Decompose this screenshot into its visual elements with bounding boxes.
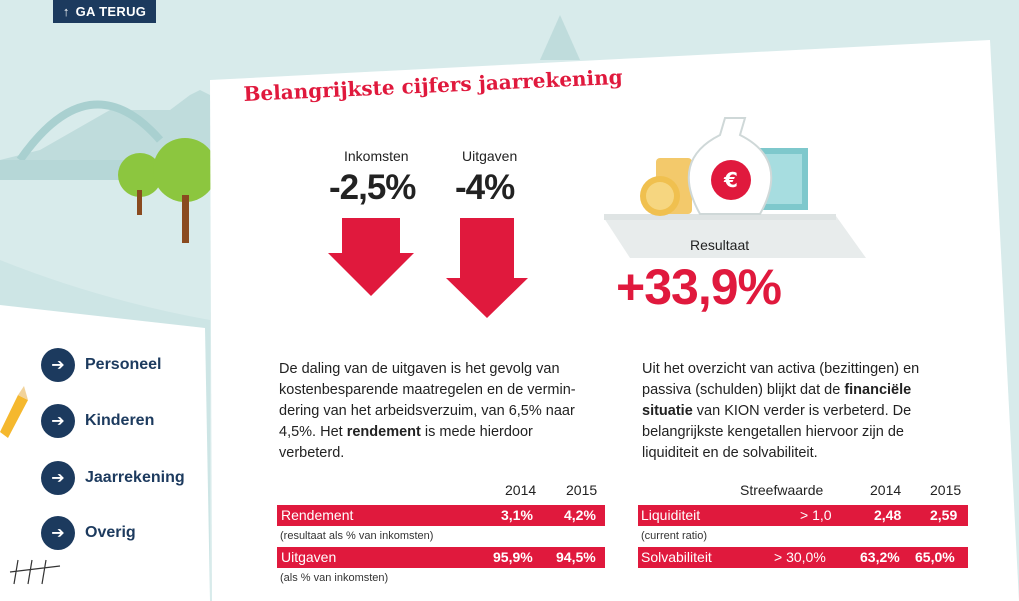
income-label: Inkomsten <box>344 148 409 164</box>
nav-label: Jaarrekening <box>85 469 185 486</box>
back-button[interactable]: ↑ GA TERUG <box>53 0 156 23</box>
table-right-col-target: Streefwaarde <box>740 482 824 498</box>
nav-label: Kinderen <box>85 412 155 429</box>
svg-text:€: € <box>723 168 738 192</box>
nav-item-personeel[interactable]: ➔ Personeel <box>41 348 161 382</box>
nav-label: Overig <box>85 524 136 541</box>
table-right-col-2014: 2014 <box>870 482 902 498</box>
back-button-label: GA TERUG <box>75 4 147 19</box>
nav-item-overig[interactable]: ➔ Overig <box>41 516 136 550</box>
nav-label: Personeel <box>85 356 162 373</box>
income-value: -2,5% <box>329 168 416 207</box>
table-right-col-2015: 2015 <box>930 482 962 498</box>
result-value: +33,9% <box>616 259 782 315</box>
arrow-up-icon: ↑ <box>62 4 70 19</box>
arrow-right-icon: ➔ <box>41 404 75 438</box>
table-left-col-2014: 2014 <box>505 482 537 498</box>
paragraph-left: De daling van de uitgaven is het gevolg … <box>279 361 576 461</box>
row-note: (resultaat als % van inkomsten) <box>280 530 434 542</box>
table-row: Uitgaven 95,9% 94,5% <box>277 547 605 568</box>
row-note: (current ratio) <box>641 530 708 542</box>
expenses-label: Uitgaven <box>462 148 518 164</box>
expenses-value: -4% <box>455 168 515 207</box>
table-row: Solvabiliteit > 30,0% 63,2% 65,0% <box>638 547 968 568</box>
arrow-right-icon: ➔ <box>41 348 75 382</box>
table-row: Rendement 3,1% 4,2% <box>277 505 605 526</box>
result-label: Resultaat <box>690 237 750 253</box>
row-note: (als % van inkomsten) <box>280 572 389 584</box>
nav-item-jaarrekening[interactable]: ➔ Jaarrekening <box>41 461 185 495</box>
arrow-right-icon: ➔ <box>41 461 75 495</box>
arrow-right-icon: ➔ <box>41 516 75 550</box>
nav-item-kinderen[interactable]: ➔ Kinderen <box>41 404 154 438</box>
table-row: Liquiditeit > 1,0 2,48 2,59 <box>638 505 968 526</box>
paragraph-right: Uit het overzicht van activa (bezittinge… <box>642 361 920 461</box>
table-left-col-2015: 2015 <box>566 482 598 498</box>
